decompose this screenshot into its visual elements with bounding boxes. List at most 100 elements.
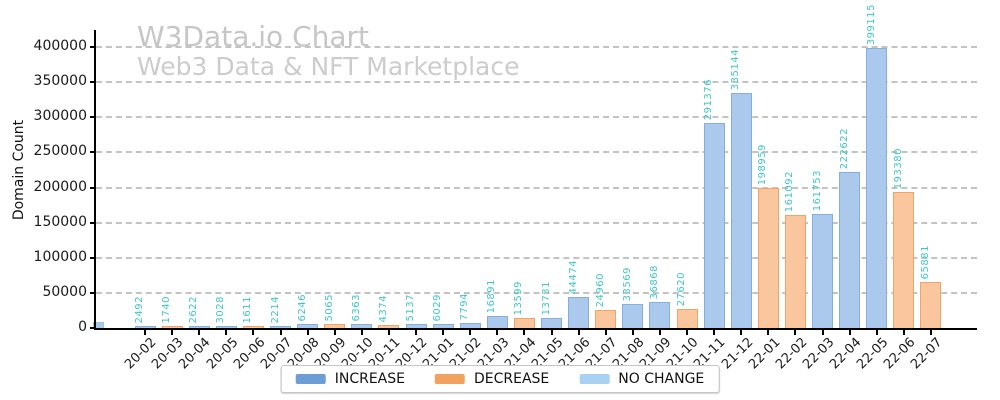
gridline — [96, 256, 977, 259]
decrease-swatch-icon — [434, 374, 465, 384]
x-tick-mark — [198, 330, 201, 335]
x-tick-mark — [306, 330, 309, 335]
bar-22-05-increase — [866, 48, 888, 328]
bar-value-label: 33569 — [621, 266, 633, 301]
bar-20-04-increase — [188, 326, 210, 328]
bar-20-12-increase — [405, 324, 427, 328]
bar-value-label: 198959 — [757, 143, 769, 185]
bar-21-09-increase — [649, 302, 671, 328]
bar-value-label: 27620 — [676, 271, 688, 306]
legend-item-decrease: DECREASE — [434, 371, 550, 387]
x-tick-mark — [794, 330, 797, 335]
bar-22-01-decrease — [757, 188, 779, 328]
bar-value-label: 2214 — [269, 295, 281, 323]
y-axis-label: Domain Count — [11, 119, 27, 221]
y-tick-mark — [90, 116, 96, 119]
bar-20-03-decrease — [161, 326, 183, 328]
y-tick-label: 300000 — [33, 108, 87, 125]
x-tick-mark — [604, 330, 607, 335]
bar-value-label: 16891 — [486, 278, 498, 313]
y-tick-label: 0 — [78, 319, 87, 335]
gridline — [96, 291, 977, 294]
y-tick-mark — [90, 46, 96, 48]
y-tick-label: 100000 — [33, 248, 87, 265]
x-tick-mark — [333, 330, 336, 335]
y-tick-label: 400000 — [33, 38, 87, 54]
x-tick-mark — [496, 330, 499, 335]
x-tick-mark — [442, 330, 445, 335]
chart-title: W3Data.io Chart — [137, 20, 370, 53]
bar-21-01-increase — [432, 324, 454, 328]
x-tick-mark — [360, 330, 363, 335]
bar-20-09-decrease — [324, 324, 346, 328]
legend-label: DECREASE — [473, 371, 550, 387]
x-tick-mark — [740, 330, 743, 335]
x-tick-mark — [848, 330, 851, 335]
bar-value-label: 13599 — [513, 280, 525, 315]
y-tick-mark — [90, 327, 96, 329]
bar-value-label: 1740 — [161, 295, 173, 323]
x-tick-mark — [415, 330, 418, 335]
x-tick-mark — [577, 330, 580, 335]
increase-swatch-icon — [295, 374, 326, 384]
bar-21-05-increase — [541, 318, 563, 328]
bar-20-08-increase — [297, 324, 319, 328]
bar-21-06-increase — [568, 297, 590, 328]
bar-value-label: 5065 — [323, 293, 335, 321]
bar-value-label: 4374 — [377, 294, 389, 322]
bar-value-label: 399115 — [865, 3, 877, 45]
bar-value-label: 335144 — [730, 48, 742, 90]
x-axis-spine — [94, 328, 977, 330]
bar-value-label: 44474 — [567, 259, 579, 294]
x-tick-mark — [279, 330, 282, 335]
x-tick-mark — [821, 330, 824, 335]
y-tick-label: 50000 — [42, 283, 87, 300]
y-tick-label: 350000 — [33, 73, 87, 90]
gridline — [96, 221, 977, 224]
x-tick-mark — [550, 330, 553, 335]
bar-21-11-increase — [703, 123, 725, 328]
bar-21-03-increase — [486, 316, 508, 328]
x-tick-mark — [171, 330, 174, 335]
x-tick-mark — [713, 330, 716, 335]
bar-20-05-increase — [215, 326, 237, 328]
x-tick-mark — [658, 330, 661, 335]
bar-21-04-decrease — [513, 318, 535, 328]
bar-21-02-increase — [459, 323, 481, 328]
bar-value-label: 7794 — [459, 292, 471, 320]
x-tick-mark — [631, 330, 634, 335]
bar-20-06-decrease — [242, 326, 264, 328]
y-tick-label: 150000 — [33, 213, 87, 230]
bar-value-label: 6363 — [350, 293, 362, 321]
x-tick-mark — [225, 330, 228, 335]
bar-21-12-increase — [730, 93, 752, 328]
y-tick-mark — [90, 221, 96, 224]
bar-20-11-decrease — [378, 325, 400, 328]
bar-value-label: 1611 — [242, 295, 254, 323]
chart-subtitle: Web3 Data & NFT Marketplace — [137, 52, 520, 81]
bar-value-label: 291376 — [703, 78, 715, 120]
x-tick-mark — [144, 330, 146, 335]
bar-20-02-increase — [134, 326, 156, 328]
gridline — [96, 116, 977, 119]
legend: INCREASE DECREASE NO CHANGE — [280, 365, 720, 393]
bar-22-02-decrease — [784, 215, 806, 328]
bar-value-label: 65881 — [919, 244, 931, 279]
x-tick-mark — [875, 330, 878, 335]
x-tick-mark — [767, 330, 770, 335]
x-tick-mark — [469, 330, 472, 335]
no-change-artifact-bar — [93, 322, 104, 328]
bar-22-04-increase — [839, 172, 861, 328]
y-tick-mark — [90, 81, 96, 84]
y-tick-mark — [90, 151, 96, 154]
x-tick-mark — [387, 330, 390, 335]
bar-21-08-increase — [622, 304, 644, 328]
bar-value-label: 13731 — [540, 280, 552, 315]
y-tick-label: 250000 — [33, 143, 87, 160]
gridline — [96, 81, 977, 84]
x-tick-mark — [252, 330, 255, 335]
x-tick-mark — [929, 330, 932, 335]
x-tick-mark — [523, 330, 526, 335]
legend-item-no-change: NO CHANGE — [579, 371, 704, 387]
